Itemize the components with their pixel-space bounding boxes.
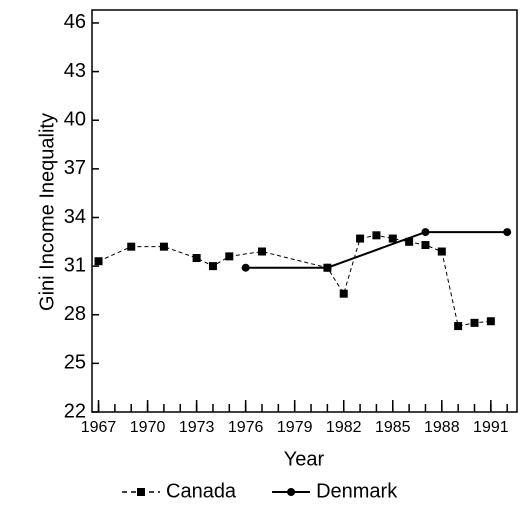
marker <box>470 318 479 327</box>
marker <box>372 231 381 240</box>
x-tick-label: 1979 <box>277 419 313 436</box>
x-tick-label: 1967 <box>81 419 117 436</box>
x-tick-label: 1985 <box>375 419 411 436</box>
y-tick-label: 34 <box>64 206 86 228</box>
x-tick-label: 1982 <box>326 419 362 436</box>
marker <box>225 252 234 261</box>
plot-frame <box>91 9 518 413</box>
y-axis-label: Gini Income Inequality <box>36 113 58 311</box>
marker <box>208 262 217 271</box>
series-line <box>245 231 508 269</box>
legend-label: Canada <box>166 480 237 502</box>
marker <box>454 322 463 331</box>
marker <box>437 247 446 256</box>
y-tick-label: 28 <box>64 303 86 325</box>
marker <box>94 257 103 266</box>
marker <box>258 247 266 256</box>
marker <box>388 234 397 243</box>
y-tick-label: 31 <box>64 254 86 276</box>
legend-marker <box>287 488 296 496</box>
marker <box>241 263 250 272</box>
x-tick-label: 1976 <box>228 419 264 436</box>
marker <box>486 317 495 326</box>
y-tick-label: 46 <box>64 11 86 33</box>
x-tick-label: 1991 <box>473 419 509 436</box>
legend-label: Denmark <box>316 480 398 502</box>
marker <box>323 263 332 272</box>
x-tick-label: 1970 <box>130 419 166 436</box>
x-tick-label: 1973 <box>179 419 215 436</box>
x-axis-label: Year <box>284 448 325 470</box>
marker <box>405 237 414 246</box>
series-line <box>98 234 491 327</box>
marker <box>421 241 430 250</box>
marker <box>159 242 168 251</box>
marker <box>421 228 430 237</box>
marker <box>192 254 201 263</box>
y-tick-label: 43 <box>64 60 86 82</box>
legend-marker <box>137 488 145 496</box>
y-tick-label: 37 <box>64 157 86 179</box>
marker <box>356 234 365 243</box>
x-tick-label: 1988 <box>424 419 460 436</box>
marker <box>339 289 348 298</box>
marker <box>127 242 136 251</box>
y-tick-label: 40 <box>64 109 86 131</box>
y-tick-label: 25 <box>64 352 86 374</box>
y-tick-label: 22 <box>64 400 86 422</box>
marker <box>503 228 512 237</box>
